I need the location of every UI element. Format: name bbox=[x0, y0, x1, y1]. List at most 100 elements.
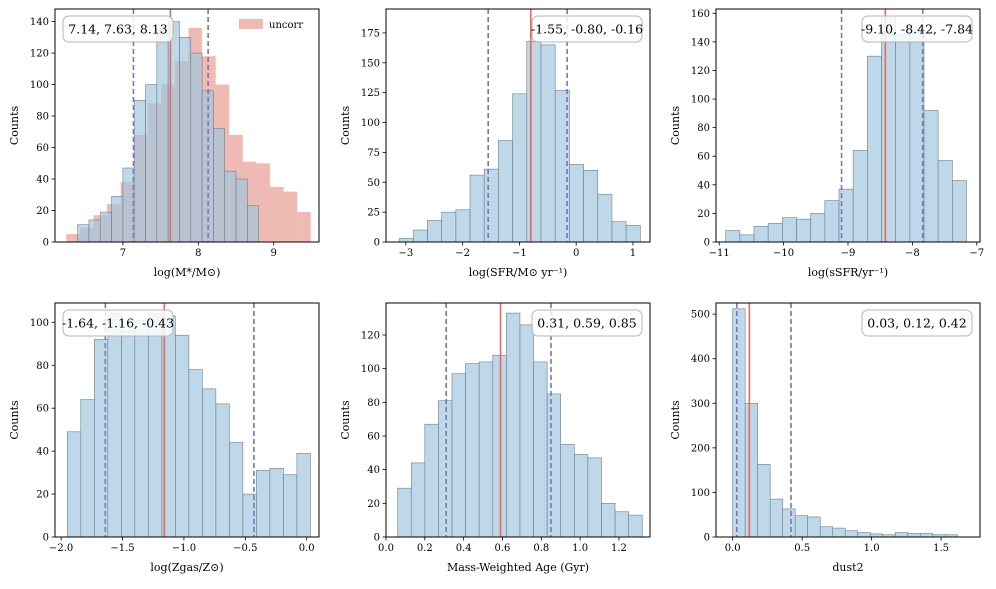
histogram-bar bbox=[256, 470, 271, 538]
y-tick-label: 100 bbox=[30, 80, 49, 91]
x-tick-label: 0 bbox=[573, 248, 579, 259]
y-tick-label: 20 bbox=[36, 206, 49, 217]
y-tick-label: 125 bbox=[361, 88, 380, 99]
histogram-bar bbox=[819, 526, 834, 538]
histogram-bar bbox=[857, 532, 871, 538]
histogram-bar bbox=[540, 44, 556, 243]
x-tick-label: −2 bbox=[455, 248, 470, 259]
histogram-bar bbox=[424, 423, 439, 538]
histogram-bar bbox=[80, 399, 95, 538]
y-tick-label: 120 bbox=[361, 330, 380, 341]
uncorr-bar bbox=[283, 191, 298, 242]
y-tick-label: 100 bbox=[691, 488, 710, 499]
y-tick-label: 80 bbox=[697, 123, 710, 134]
x-tick-label: 1.0 bbox=[572, 543, 588, 554]
histogram-bar bbox=[769, 498, 784, 538]
x-tick-label: 1.2 bbox=[611, 543, 627, 554]
x-tick-label: 0.2 bbox=[417, 543, 433, 554]
histogram-bar bbox=[952, 180, 967, 243]
y-axis-label: Counts bbox=[339, 400, 352, 440]
y-tick-label: 300 bbox=[691, 399, 710, 410]
histogram-bar bbox=[569, 164, 584, 243]
y-tick-label: 120 bbox=[30, 49, 49, 60]
histogram-bar bbox=[782, 217, 797, 243]
histogram-bar bbox=[573, 454, 589, 538]
histogram-bar bbox=[526, 40, 542, 243]
x-tick-label: 1 bbox=[630, 248, 636, 259]
x-axis-label: log(M*/M⊙) bbox=[154, 266, 221, 279]
histogram-bar bbox=[465, 363, 480, 538]
plot-frame bbox=[715, 302, 981, 538]
x-axis-label: Mass-Weighted Age (Gyr) bbox=[447, 561, 589, 574]
y-tick-label: 20 bbox=[367, 499, 380, 510]
y-tick-label: 120 bbox=[691, 66, 710, 77]
histogram-bar bbox=[807, 516, 821, 538]
histogram-panel: 7 8 9 0 20 40 60 80 100 120 140 log(M*/M⊙) Counts 7.1… bbox=[8, 8, 320, 279]
y-tick-label: 80 bbox=[36, 361, 49, 372]
histogram-bar bbox=[583, 170, 599, 243]
histogram-bar bbox=[587, 457, 602, 538]
histogram-bar bbox=[810, 213, 826, 243]
histogram-bar bbox=[867, 55, 882, 243]
histogram-bar bbox=[923, 110, 939, 243]
histogram-bar bbox=[215, 403, 230, 538]
stats-box bbox=[62, 15, 174, 43]
histogram-panel: 0.0 0.2 0.4 0.6 0.8 1.0 1.2 0 20 40 60 80 100 120 Mass… bbox=[339, 302, 651, 574]
histogram-bar bbox=[455, 209, 471, 243]
uncorr-bar bbox=[269, 186, 284, 242]
histogram-bar bbox=[881, 15, 896, 243]
y-tick-label: 40 bbox=[697, 180, 710, 191]
uncorr-bar bbox=[66, 234, 80, 242]
y-tick-label: 500 bbox=[691, 310, 710, 321]
histogram-bar bbox=[451, 373, 466, 538]
histogram-bar bbox=[441, 211, 457, 243]
x-tick-label: 0.0 bbox=[299, 543, 315, 554]
x-axis-label: log(SFR/M⊙ yr⁻¹) bbox=[469, 266, 568, 279]
y-tick-label: 175 bbox=[361, 28, 380, 39]
histogram-bar bbox=[919, 533, 934, 538]
stats-box bbox=[531, 309, 643, 337]
y-tick-label: 0 bbox=[43, 533, 49, 544]
histogram-bar bbox=[832, 527, 846, 538]
histogram-bar bbox=[145, 84, 158, 243]
y-tick-label: 100 bbox=[361, 364, 380, 375]
histogram-bar bbox=[111, 196, 124, 243]
y-tick-label: 0 bbox=[374, 238, 380, 249]
uncorr-bar bbox=[297, 212, 311, 242]
histogram-bar bbox=[175, 334, 190, 538]
histogram-bar bbox=[614, 511, 629, 538]
x-axis-label: log(sSFR/yr⁻¹) bbox=[808, 266, 888, 279]
histogram-bar bbox=[895, 34, 911, 243]
y-axis-label: Counts bbox=[8, 400, 21, 440]
histogram-bar bbox=[601, 503, 616, 538]
histogram-bar bbox=[122, 167, 135, 243]
histogram-bar bbox=[438, 400, 453, 538]
histogram-bar bbox=[844, 530, 859, 538]
y-tick-label: 60 bbox=[36, 404, 49, 415]
stats-box bbox=[861, 15, 973, 43]
x-tick-label: −11 bbox=[709, 248, 730, 259]
histogram-bar bbox=[725, 230, 741, 243]
stats-box bbox=[861, 309, 973, 337]
y-tick-label: 40 bbox=[36, 175, 49, 186]
x-tick-label: −3 bbox=[398, 248, 413, 259]
x-tick-label: 0.0 bbox=[725, 543, 741, 554]
histogram-bar bbox=[213, 128, 226, 243]
stats-text: -1.55, -0.80, -0.16 bbox=[531, 22, 643, 37]
histogram-bar bbox=[107, 313, 122, 538]
histogram-bar bbox=[492, 354, 507, 538]
stats-text: 0.03, 0.12, 0.42 bbox=[867, 316, 966, 331]
y-tick-label: 60 bbox=[697, 152, 710, 163]
y-tick-label: 100 bbox=[691, 95, 710, 106]
histogram-bar bbox=[134, 319, 149, 538]
histogram-bar bbox=[156, 29, 169, 243]
y-tick-label: 0 bbox=[374, 533, 380, 544]
x-tick-label: −10 bbox=[773, 248, 794, 259]
histogram-bar bbox=[937, 160, 953, 243]
x-tick-label: 9 bbox=[271, 248, 277, 259]
y-tick-label: 100 bbox=[361, 118, 380, 129]
histogram-bar bbox=[597, 193, 613, 243]
histogram-bar bbox=[410, 462, 426, 538]
y-tick-label: 0 bbox=[704, 533, 710, 544]
